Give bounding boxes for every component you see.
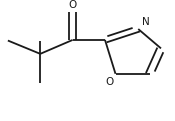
Text: O: O — [68, 0, 77, 10]
Text: N: N — [142, 17, 149, 27]
Text: O: O — [105, 77, 114, 87]
